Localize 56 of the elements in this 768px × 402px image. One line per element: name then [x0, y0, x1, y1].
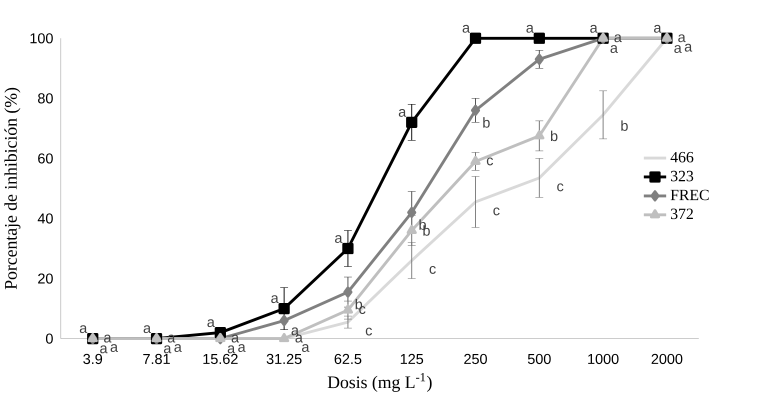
y-tick-label: 0: [46, 333, 53, 344]
data-label: c: [366, 327, 372, 336]
data-label: c: [557, 183, 564, 192]
data-label: a: [232, 334, 240, 342]
data-label: c: [486, 157, 494, 166]
legend-label: 323: [670, 170, 694, 182]
y-axis-title: Porcentaje de inhibición (%): [4, 88, 20, 290]
x-tick-label: 7.81: [143, 354, 170, 364]
data-label: a: [614, 34, 622, 42]
data-label: a: [295, 334, 303, 342]
data-label: a: [228, 345, 236, 354]
data-label: a: [684, 44, 692, 52]
x-tick-label: 62.5: [334, 354, 362, 364]
x-tick-label: 250: [464, 354, 487, 364]
data-label: a: [590, 24, 598, 33]
x-tick-label: 31.25: [266, 354, 302, 364]
legend-label: FREC: [670, 189, 709, 200]
x-tick-label: 15.62: [203, 354, 238, 364]
data-label: a: [302, 344, 310, 352]
data-label: a: [678, 34, 686, 42]
data-label: a: [207, 319, 215, 327]
data-label: a: [462, 24, 470, 33]
x-axis-title: Dosis (mg L$^{-1}$): [328, 372, 432, 392]
data-label: a: [238, 344, 246, 352]
data-label: a: [335, 234, 342, 243]
data-label: a: [271, 295, 279, 303]
y-tick-label: 40: [38, 213, 53, 224]
data-label: a: [674, 44, 682, 53]
y-tick-label: 60: [38, 153, 53, 164]
legend-label: 466: [670, 152, 694, 162]
data-label: b: [550, 130, 558, 141]
data-label: a: [526, 24, 534, 33]
data-label: a: [292, 327, 299, 336]
x-tick-label: 500: [528, 354, 551, 364]
y-tick-label: 20: [38, 273, 53, 284]
data-label: b: [621, 120, 628, 131]
data-label: a: [164, 345, 172, 354]
legend-label: 372: [670, 208, 693, 219]
data-label: a: [174, 344, 182, 352]
data-label: a: [398, 108, 406, 117]
x-tick-label: 125: [400, 354, 424, 364]
data-label: a: [610, 44, 618, 53]
x-tick-label: 2000: [652, 354, 682, 364]
data-label: c: [430, 266, 436, 274]
data-label: b: [483, 116, 490, 128]
y-tick-label: 80: [38, 93, 53, 104]
data-label: a: [110, 344, 118, 352]
data-label: a: [80, 325, 88, 333]
x-tick-label: 1000: [588, 354, 619, 364]
x-tick-label: 3.9: [83, 354, 102, 364]
y-tick-label: 100: [30, 32, 53, 44]
data-label: c: [493, 207, 500, 216]
data-label: a: [654, 24, 662, 33]
data-label: a: [144, 325, 152, 333]
data-label: a: [104, 334, 112, 342]
data-label: a: [100, 345, 108, 354]
